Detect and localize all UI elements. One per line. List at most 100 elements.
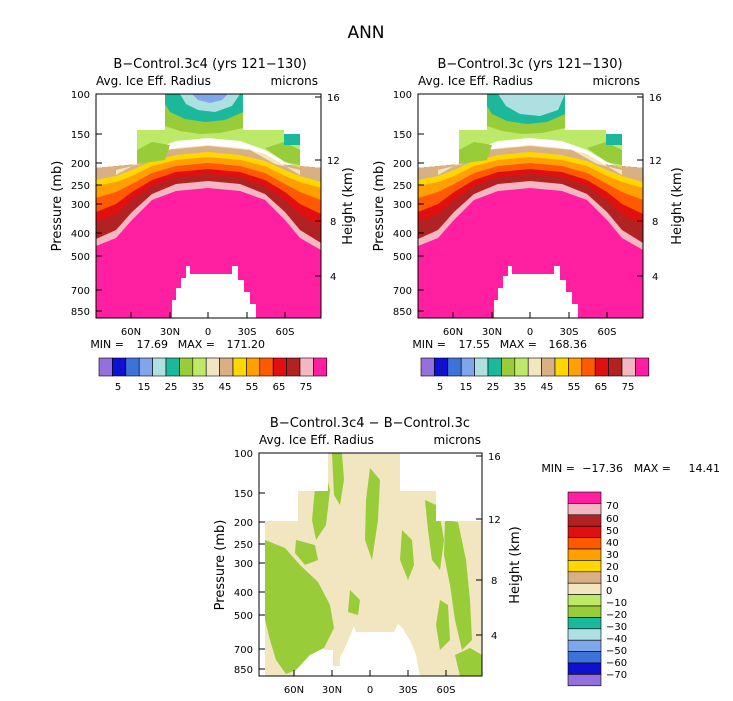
panel-3-colorbar-swatch-5 [567, 548, 602, 561]
panel-2-lat-30s: 30S [559, 327, 578, 338]
panel-1-colorbar-swatch-12 [259, 357, 274, 377]
panel-2-ptick-300: 300 [393, 200, 412, 211]
panel-1-ylabel-right: Height (km) [341, 167, 356, 244]
panel-3-cbar-label-20: 20 [606, 562, 619, 573]
panel-3-ptick-100: 100 [234, 449, 253, 460]
panel-3-subtitle-right: microns [434, 433, 482, 447]
panel-3-ptick-500: 500 [234, 611, 253, 622]
panel-2-colorbar-swatch-9 [541, 357, 556, 377]
panel-2-colorbar [420, 357, 650, 377]
panel-1-blank-top-left [96, 94, 165, 160]
panel-3-ylabel-right: Height (km) [508, 526, 523, 603]
panel-3-cbar-label-0: 0 [606, 586, 612, 597]
panel-2-htick-16: 16 [649, 93, 662, 104]
panel-1-min-label: MIN = [90, 338, 124, 351]
panel-3-cbar-label-30: 30 [606, 550, 619, 561]
panel-2-colorbar-swatch-14 [608, 357, 623, 377]
panel-2-lat-60s: 60S [597, 327, 616, 338]
panel-1-htick-4: 4 [330, 272, 336, 283]
panel-3-htick-8: 8 [491, 576, 497, 587]
panel-2-colorbar-swatch-16 [635, 357, 650, 377]
panel-3-colorbar-swatch-3 [567, 525, 602, 538]
panel-2-ptick-200: 200 [393, 159, 412, 170]
panel-3-plot-area [259, 453, 482, 676]
panel-3-min-label: MIN = [541, 462, 575, 475]
panel-2-cbar-label-5: 5 [437, 382, 443, 393]
panel-2-max-value: 168.36 [549, 338, 588, 351]
panel-3-lat-60n: 60N [284, 685, 304, 696]
panel-1-colorbar-swatch-0 [98, 357, 113, 377]
panel-3-fill-negative [265, 453, 482, 676]
panel-3: B−Control.3c4 − B−Control.3c Avg. Ice Ef… [213, 416, 720, 696]
panel-2-htick-8: 8 [652, 217, 658, 228]
panel-3-blank-top-right [400, 453, 482, 521]
panel-3-colorbar-swatch-9 [567, 594, 602, 607]
panel-2-fill-paleblue [498, 94, 565, 116]
panel-3-htick-12: 12 [488, 515, 501, 526]
panel-1-cbar-label-65: 65 [273, 382, 286, 393]
panel-3-htick-4: 4 [491, 631, 497, 642]
panel-2-subtitle-left: Avg. Ice Eff. Radius [418, 74, 533, 88]
panel-2-colorbar-swatch-10 [554, 357, 569, 377]
panel-1-ptick-850: 850 [71, 307, 90, 318]
panel-3-colorbar-swatch-11 [567, 617, 602, 630]
panel-3-ptick-150: 150 [234, 489, 253, 500]
panel-3-ptick-250: 250 [234, 540, 253, 551]
panel-2-ylabel: Pressure (mb) [372, 161, 387, 252]
panel-2-right-axis: 16 12 8 4 Height (km) [637, 93, 685, 283]
panel-3-cbar-label-m40: −40 [606, 634, 627, 645]
panel-1-right-axis: 16 12 8 4 Height (km) [315, 93, 356, 283]
panel-1-fill-tan [96, 146, 321, 182]
panel-2-blank-top-right [565, 94, 643, 160]
panel-2: B−Control.3c (yrs 121−130) Avg. Ice Eff.… [372, 57, 685, 393]
panel-1-fill-gold [96, 146, 321, 188]
panel-3-title: B−Control.3c4 − B−Control.3c [270, 416, 470, 431]
panel-2-cbar-label-25: 25 [487, 382, 500, 393]
panel-2-ptick-150: 150 [393, 130, 412, 141]
panel-2-blank-top-left [418, 94, 487, 160]
panel-3-blank-top-left [259, 453, 328, 521]
panel-1-colorbar-labels: 5 15 25 35 45 55 65 75 [115, 382, 313, 393]
panel-3-ptick-700: 700 [234, 645, 253, 656]
panel-3-colorbar [567, 491, 602, 687]
panel-3-htick-16: 16 [488, 452, 501, 463]
panel-1-colorbar-swatch-13 [272, 357, 287, 377]
panel-2-min-value: 17.55 [459, 338, 491, 351]
panel-1-lat-60s: 60S [275, 327, 294, 338]
panel-2-ptick-700: 700 [393, 286, 412, 297]
panel-2-colorbar-swatch-3 [460, 357, 475, 377]
panel-1-colorbar-swatch-16 [313, 357, 328, 377]
panel-3-cbar-label-60: 60 [606, 514, 619, 525]
panel-1-subtitle-right: microns [271, 74, 319, 88]
panel-2-colorbar-swatch-2 [447, 357, 462, 377]
panel-2-colorbar-swatch-1 [434, 357, 449, 377]
panel-3-ptick-850: 850 [234, 665, 253, 676]
panel-3-left-axis: 100 150 200 250 300 400 500 700 850 Pres… [213, 449, 265, 676]
panel-2-cbar-label-65: 65 [595, 382, 608, 393]
panel-1-colorbar-swatch-3 [138, 357, 153, 377]
panel-1-colorbar-swatch-5 [165, 357, 180, 377]
panel-1-blank-surface [172, 266, 256, 318]
panel-3-colorbar-swatch-13 [567, 639, 602, 652]
panel-2-fill-tan [418, 146, 643, 182]
panel-2-cbar-label-15: 15 [460, 382, 473, 393]
panel-1-colorbar-swatch-11 [246, 357, 261, 377]
panel-1-ptick-700: 700 [71, 286, 90, 297]
panel-2-cbar-label-45: 45 [541, 382, 554, 393]
panel-1-cbar-label-75: 75 [300, 382, 313, 393]
panel-3-colorbar-swatch-8 [567, 582, 602, 595]
panel-1-cbar-label-25: 25 [165, 382, 178, 393]
panel-3-lat-30n: 30N [322, 685, 342, 696]
panel-3-min-value: −17.36 [582, 462, 623, 475]
panel-3-ptick-400: 400 [234, 588, 253, 599]
panel-2-ptick-250: 250 [393, 181, 412, 192]
panel-2-colorbar-swatch-15 [621, 357, 636, 377]
panel-3-ptick-200: 200 [234, 518, 253, 529]
panel-3-cbar-label-70: 70 [606, 501, 619, 512]
panel-1-cbar-label-45: 45 [219, 382, 232, 393]
panel-2-subtitle-right: microns [593, 74, 641, 88]
panel-1-colorbar-swatch-10 [232, 357, 247, 377]
panel-2-colorbar-swatch-13 [594, 357, 609, 377]
panel-1-colorbar [98, 357, 328, 377]
panel-1-blank-top-right [243, 94, 321, 160]
